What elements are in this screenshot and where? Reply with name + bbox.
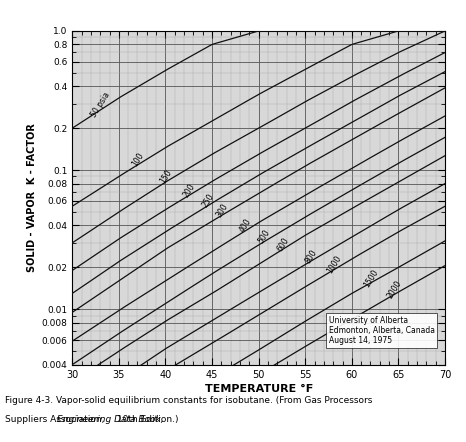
Y-axis label: SOLID - VAPOR  K - FACTOR: SOLID - VAPOR K - FACTOR: [27, 123, 37, 272]
Text: 500: 500: [256, 229, 272, 246]
Text: 1500: 1500: [363, 267, 380, 289]
Text: Engineering Data Book,: Engineering Data Book,: [57, 415, 164, 424]
Text: 1000: 1000: [325, 254, 343, 275]
Text: 100: 100: [130, 151, 146, 168]
Text: 200: 200: [182, 182, 197, 199]
X-axis label: TEMPERATURE °F: TEMPERATURE °F: [205, 384, 313, 394]
Text: 250: 250: [200, 192, 216, 209]
Text: University of Alberta
Edmonton, Alberta, Canada
August 14, 1975: University of Alberta Edmonton, Alberta,…: [329, 316, 434, 345]
Text: 600: 600: [275, 236, 290, 253]
Text: 400: 400: [238, 217, 253, 235]
Text: 10th Edition.): 10th Edition.): [114, 415, 178, 424]
Text: 300: 300: [214, 202, 230, 219]
Text: 800: 800: [303, 248, 318, 265]
Text: Suppliers Association,: Suppliers Association,: [5, 415, 107, 424]
Text: Figure 4-3. Vapor-solid equilibrium constants for isobutane. (From Gas Processor: Figure 4-3. Vapor-solid equilibrium cons…: [5, 396, 372, 404]
Text: 150: 150: [158, 168, 174, 186]
Text: 50 psia: 50 psia: [90, 90, 112, 119]
Text: 2000: 2000: [386, 279, 404, 300]
